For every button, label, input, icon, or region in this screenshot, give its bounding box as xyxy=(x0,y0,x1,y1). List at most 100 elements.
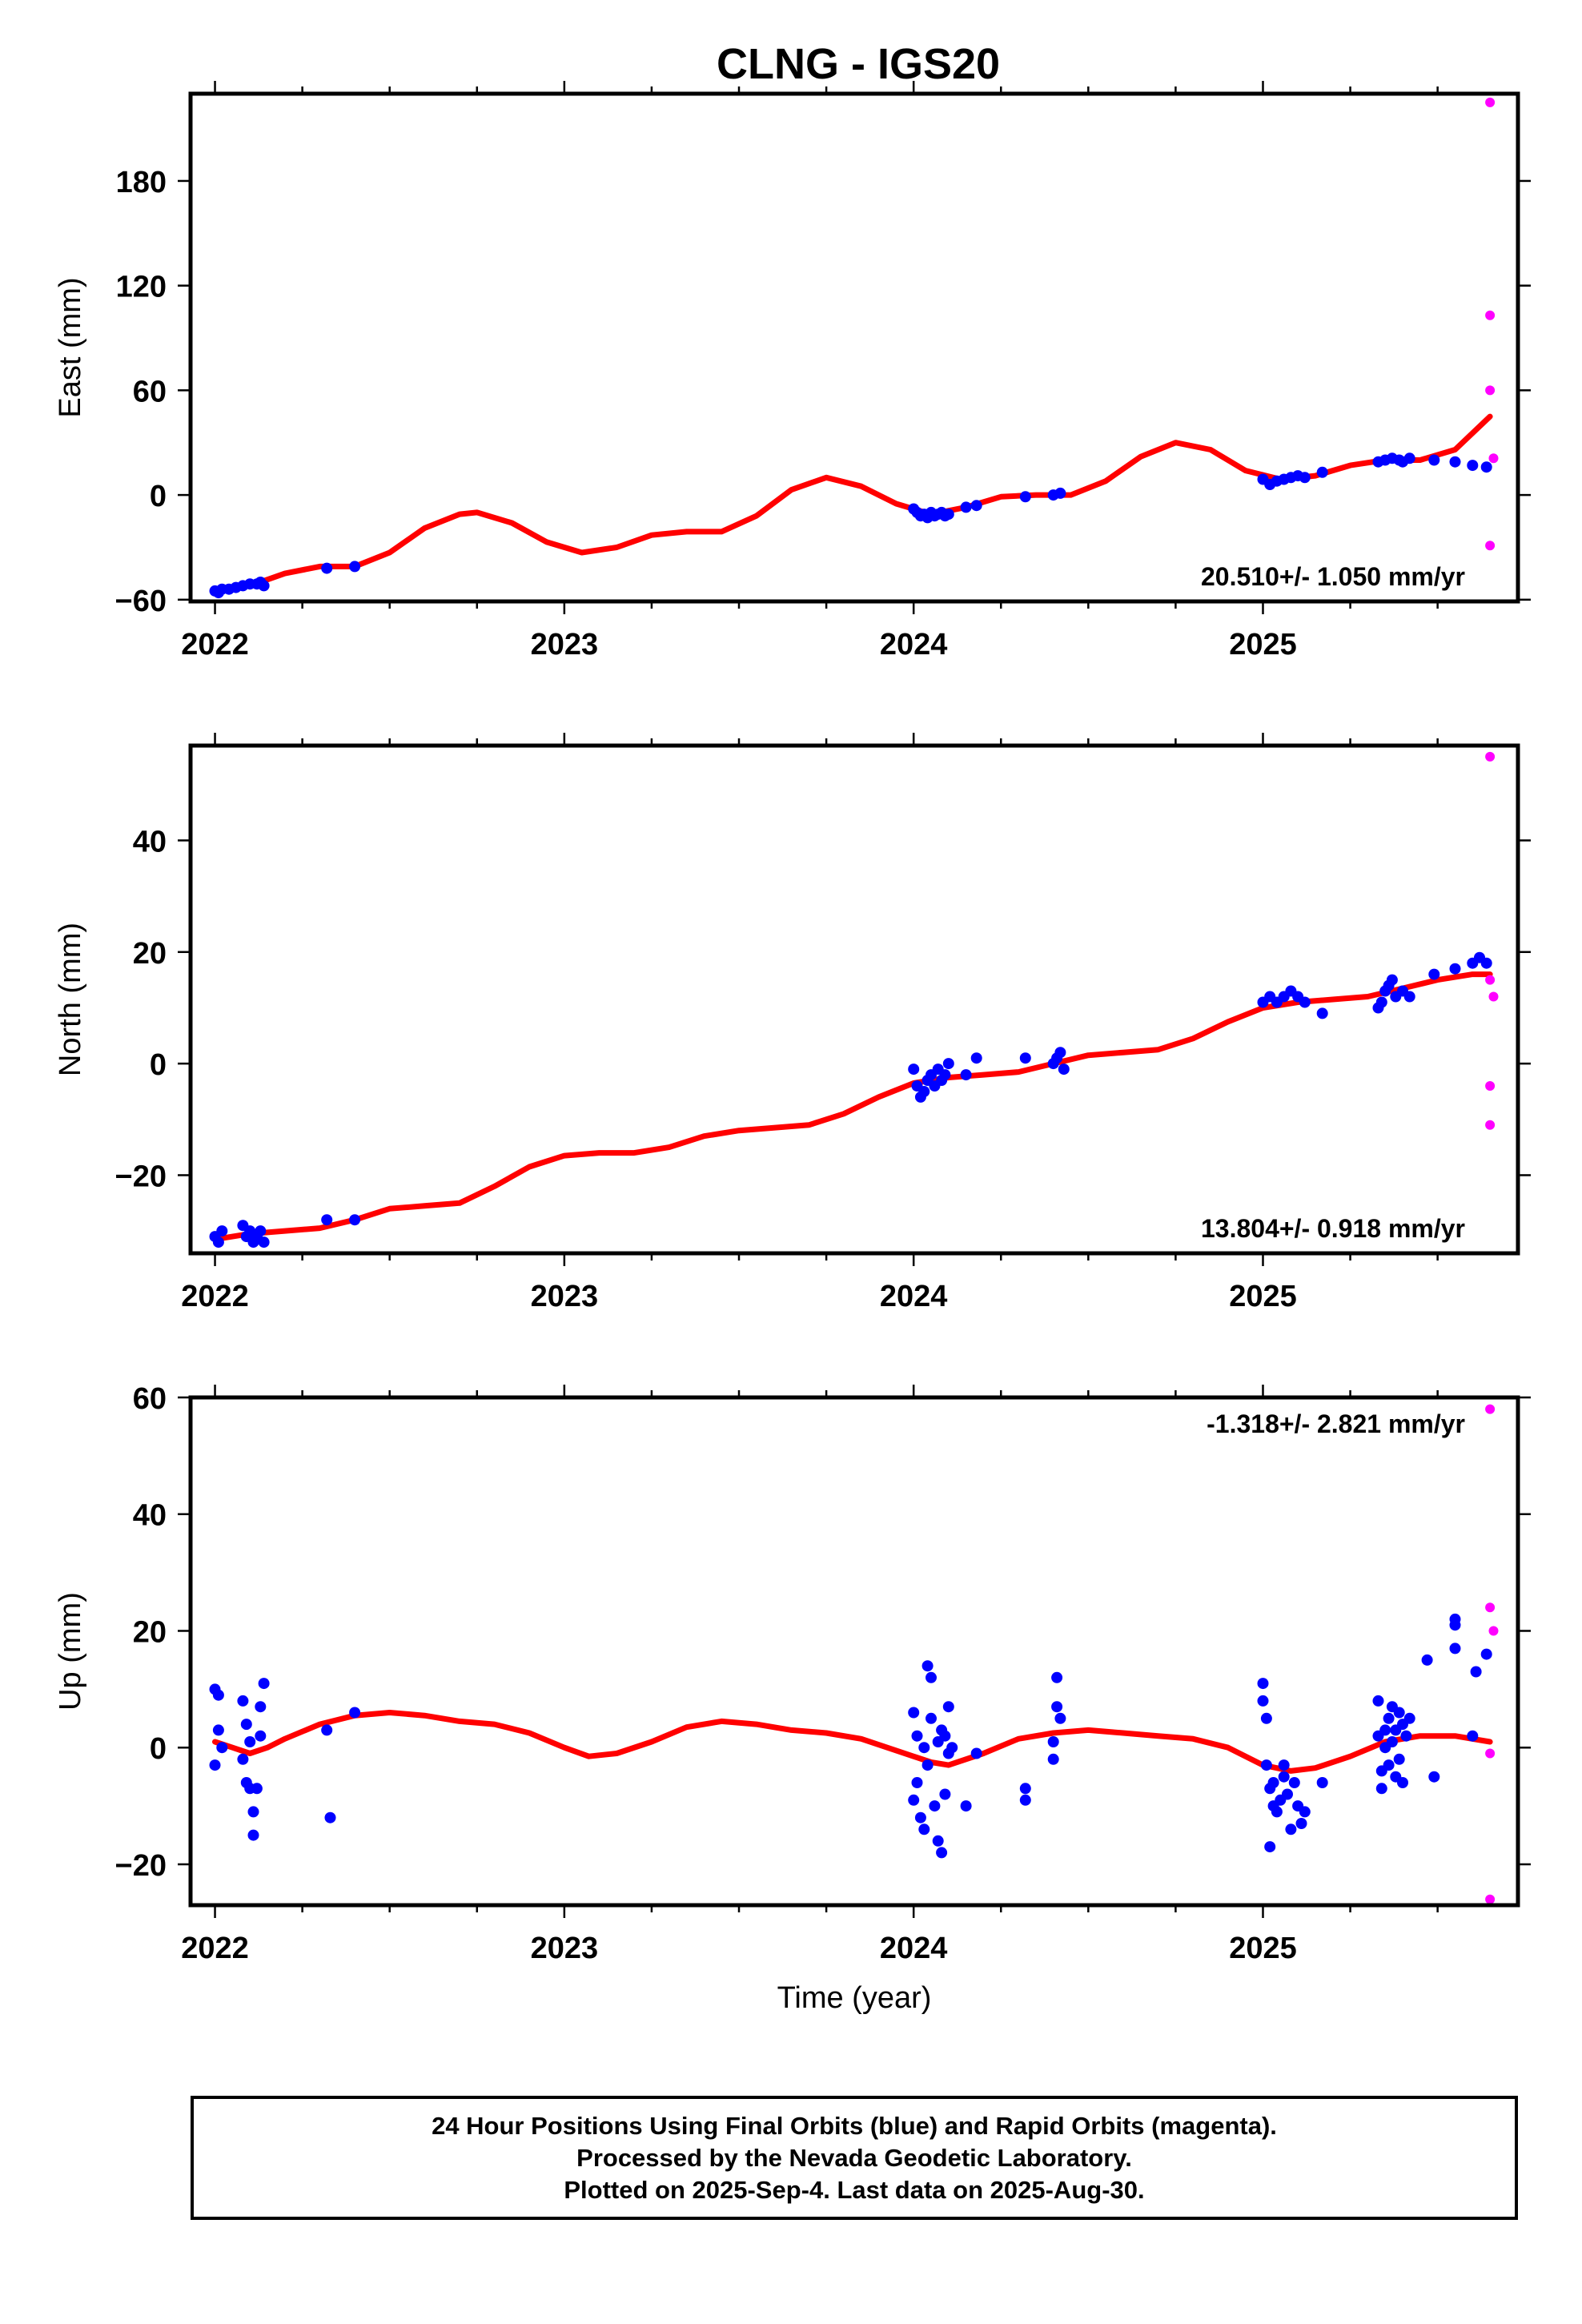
final-orbit-point xyxy=(1428,1771,1440,1783)
final-orbit-point xyxy=(942,509,954,521)
plot-area-east xyxy=(209,97,1499,599)
final-orbit-point xyxy=(1019,1794,1031,1806)
final-orbit-point xyxy=(1299,1806,1311,1818)
final-orbit-point xyxy=(1386,1736,1398,1747)
final-orbit-point xyxy=(926,1712,937,1724)
y-tick-label: −60 xyxy=(115,585,167,618)
final-orbit-point xyxy=(349,1707,361,1719)
final-orbit-point xyxy=(1449,1642,1461,1655)
rate-label-east: 20.510+/- 1.050 mm/yr xyxy=(1201,562,1465,591)
chart-title: CLNG - IGS20 xyxy=(717,40,1000,88)
rapid-orbit-point xyxy=(1485,1748,1496,1759)
y-tick-label: −20 xyxy=(115,1849,167,1883)
final-orbit-point xyxy=(209,1759,221,1771)
final-orbit-point xyxy=(212,1689,224,1701)
y-tick-label: 60 xyxy=(133,375,167,408)
final-orbit-point xyxy=(1054,487,1066,499)
final-orbit-point xyxy=(1393,1753,1405,1765)
x-axis-label: Time (year) xyxy=(777,1981,932,2015)
y-tick-label: 0 xyxy=(150,1048,167,1082)
final-orbit-point xyxy=(1372,1695,1384,1707)
final-orbit-point xyxy=(908,1063,920,1076)
final-orbit-point xyxy=(1316,1777,1328,1788)
footer-caption-box: 24 Hour Positions Using Final Orbits (bl… xyxy=(191,2096,1518,2220)
final-orbit-point xyxy=(1383,1712,1395,1724)
final-orbit-point xyxy=(936,1847,948,1859)
x-tick-label: 2022 xyxy=(181,1280,249,1313)
x-tick-label: 2025 xyxy=(1229,1280,1297,1313)
rapid-orbit-point xyxy=(1488,1626,1499,1636)
final-orbit-point xyxy=(1257,1695,1269,1707)
footer-line-plotted: Plotted on 2025-Sep-4. Last data on 2025… xyxy=(564,2175,1145,2204)
y-tick-label: 0 xyxy=(150,1732,167,1766)
final-orbit-point xyxy=(908,1794,920,1806)
model-fit-line xyxy=(212,1710,1493,1774)
rapid-orbit-point xyxy=(1485,1120,1496,1130)
x-tick-label: 2023 xyxy=(531,1932,599,1965)
final-orbit-point xyxy=(1047,1736,1059,1747)
final-orbit-point xyxy=(911,1730,923,1742)
final-orbit-point xyxy=(1400,1730,1412,1742)
panel-frame-up xyxy=(188,1395,1520,1908)
y-axis-label-east: East (mm) xyxy=(54,277,87,417)
rapid-orbit-point xyxy=(1485,310,1496,320)
y-tick-label: 120 xyxy=(116,271,167,304)
final-orbit-point xyxy=(1282,1788,1293,1800)
final-orbit-point xyxy=(960,1800,972,1812)
final-orbit-point xyxy=(1467,460,1479,472)
rapid-orbit-point xyxy=(1485,97,1496,107)
final-orbit-point xyxy=(1428,454,1440,466)
final-orbit-point xyxy=(1264,1841,1276,1853)
final-orbit-point xyxy=(1379,1724,1391,1736)
final-orbit-point xyxy=(255,1701,267,1713)
final-orbit-point xyxy=(1285,1823,1297,1835)
footer-line-processed: Processed by the Nevada Geodetic Laborat… xyxy=(576,2143,1132,2172)
final-orbit-point xyxy=(929,1800,941,1812)
final-orbit-point xyxy=(258,1678,270,1690)
final-orbit-point xyxy=(321,562,333,574)
y-axis-label-up: Up (mm) xyxy=(54,1592,87,1711)
final-orbit-point xyxy=(921,1660,934,1672)
plot-area-north xyxy=(209,751,1499,1248)
panel-frame-north xyxy=(188,743,1520,1256)
final-orbit-point xyxy=(1278,1759,1290,1771)
final-orbit-point xyxy=(1393,1707,1405,1719)
y-axis-label-north: North (mm) xyxy=(54,923,87,1076)
rapid-orbit-point xyxy=(1485,1081,1496,1091)
final-orbit-point xyxy=(1449,1619,1461,1631)
final-orbit-point xyxy=(1403,1712,1415,1724)
rate-label-up: -1.318+/- 2.821 mm/yr xyxy=(1207,1409,1465,1438)
final-orbit-point xyxy=(1316,466,1328,478)
final-orbit-point xyxy=(258,1236,270,1248)
final-orbit-point xyxy=(908,1707,920,1719)
final-orbit-point xyxy=(1019,1783,1031,1795)
final-orbit-point xyxy=(1278,1771,1290,1783)
final-orbit-point xyxy=(349,561,361,573)
y-tick-label: 20 xyxy=(133,1615,167,1649)
panel-east: 2022 2023 2024 2025 −60 0 60 120 180 East (mm) 20.… xyxy=(54,81,1531,661)
final-orbit-point xyxy=(960,501,972,513)
final-orbit-point xyxy=(1019,491,1031,503)
final-orbit-point xyxy=(255,1225,267,1237)
final-orbit-point xyxy=(942,1058,954,1070)
final-orbit-point xyxy=(1397,1777,1408,1788)
final-orbit-point xyxy=(1449,456,1461,468)
x-tick-label: 2022 xyxy=(181,628,249,661)
final-orbit-point xyxy=(1470,1666,1482,1678)
final-orbit-point xyxy=(237,1695,249,1707)
x-tick-label: 2023 xyxy=(531,628,599,661)
final-orbit-point xyxy=(1449,963,1461,975)
rapid-orbit-point xyxy=(1485,751,1496,762)
x-tick-label: 2025 xyxy=(1229,628,1297,661)
final-orbit-point xyxy=(1403,991,1415,1003)
final-orbit-point xyxy=(216,1742,228,1754)
final-orbit-point xyxy=(321,1724,333,1736)
y-tick-label: 40 xyxy=(133,825,167,858)
final-orbit-point xyxy=(918,1086,930,1097)
final-orbit-point xyxy=(918,1823,930,1835)
x-tick-label: 2024 xyxy=(880,628,948,661)
rapid-orbit-point xyxy=(1488,453,1499,464)
rapid-orbit-point xyxy=(1485,1602,1496,1613)
final-orbit-point xyxy=(1316,1007,1328,1019)
